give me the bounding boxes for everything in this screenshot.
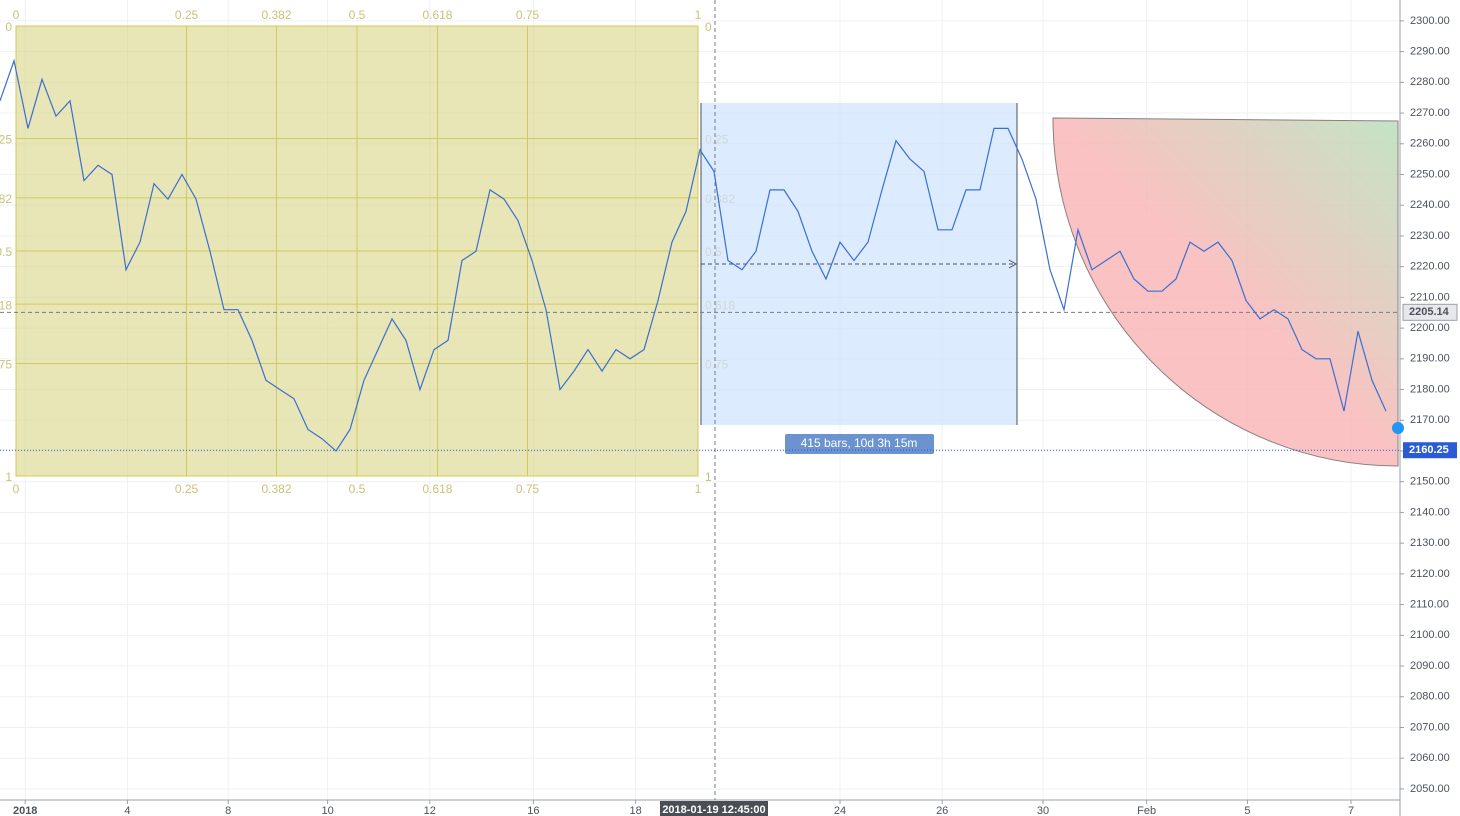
- x-tick-label: 8: [225, 805, 231, 816]
- crosshair-time-label: 2018-01-19 12:45:00: [662, 804, 765, 816]
- y-tick-label: 2210.00: [1410, 291, 1450, 303]
- crosshair-time-bg: [660, 801, 768, 816]
- y-tick-label: 2060.00: [1410, 752, 1450, 764]
- date-range-label: 415 bars, 10d 3h 15m: [801, 436, 918, 450]
- fib-top-label: 0.382: [262, 8, 292, 22]
- y-tick-label: 2050.00: [1410, 783, 1450, 795]
- y-tick-label: 2300.00: [1410, 15, 1450, 27]
- fib-bottom-label: 0.25: [175, 482, 199, 496]
- y-tick-label: 2230.00: [1410, 230, 1450, 242]
- y-tick-label: 2270.00: [1410, 107, 1450, 119]
- fib-top-label: 0.75: [516, 8, 540, 22]
- x-tick-label: 7: [1348, 805, 1354, 816]
- y-tick-label: 2070.00: [1410, 721, 1450, 733]
- y-tick-label: 2180.00: [1410, 383, 1450, 395]
- x-tick-label: 12: [424, 805, 436, 816]
- y-tick-label: 2190.00: [1410, 353, 1450, 365]
- fib-left-label: 0.5: [0, 245, 12, 259]
- x-tick-label: 2018: [13, 805, 37, 816]
- fib-left-label: 0.25: [0, 133, 12, 147]
- x-tick-label: 5: [1244, 805, 1250, 816]
- x-tick-label: 4: [124, 805, 130, 816]
- fib-fan: [1052, 117, 1399, 467]
- x-tick-label: 26: [936, 805, 948, 816]
- fib-bottom-label: 0.75: [516, 482, 540, 496]
- last-price-bg: [1403, 442, 1457, 459]
- x-tick-label: 30: [1037, 805, 1049, 816]
- y-tick-label: 2090.00: [1410, 660, 1450, 672]
- fib-right-label: 0: [705, 20, 712, 34]
- x-tick-label: 16: [527, 805, 539, 816]
- y-tick-label: 2220.00: [1410, 261, 1450, 273]
- date-range-label-bg: [785, 434, 934, 454]
- fib-top-label: 0.25: [175, 8, 199, 22]
- x-tick-label: 18: [629, 805, 641, 816]
- y-tick-label: 2290.00: [1410, 46, 1450, 58]
- fib-top-label: 1: [695, 8, 702, 22]
- y-tick-label: 2120.00: [1410, 568, 1450, 580]
- price-line: [0, 58, 1387, 452]
- last-price-marker: [1392, 422, 1404, 434]
- x-tick-label: Feb: [1137, 805, 1156, 816]
- fib-left-label: 1: [5, 470, 12, 484]
- y-tick-label: 2130.00: [1410, 537, 1450, 549]
- fib-top-label: 0.618: [422, 8, 452, 22]
- fib-left-label: 0.618: [0, 298, 12, 312]
- fib-left-label: 0.382: [0, 192, 12, 206]
- y-tick-label: 2280.00: [1410, 76, 1450, 88]
- y-tick-label: 2110.00: [1410, 599, 1449, 611]
- y-tick-label: 2080.00: [1410, 691, 1450, 703]
- fib-bottom-label: 0.382: [262, 482, 292, 496]
- y-tick-label: 2170.00: [1410, 414, 1450, 426]
- crosshair-price-label: 2205.14: [1409, 306, 1450, 318]
- y-tick-label: 2260.00: [1410, 138, 1450, 150]
- y-tick-label: 2100.00: [1410, 629, 1450, 641]
- y-tick-label: 2240.00: [1410, 199, 1450, 211]
- crosshair-price-bg: [1402, 303, 1458, 321]
- fib-top-label: 0: [13, 8, 20, 22]
- last-price-label: 2160.25: [1409, 444, 1449, 456]
- fib-bottom-label: 0.618: [422, 482, 452, 496]
- fib-left-label: 0: [5, 20, 12, 34]
- y-tick-label: 2250.00: [1410, 168, 1450, 180]
- x-tick-label: 10: [321, 805, 333, 816]
- fib-left-label: 0.75: [0, 358, 12, 372]
- y-tick-label: 2150.00: [1410, 476, 1450, 488]
- y-tick-label: 2140.00: [1410, 506, 1450, 518]
- arrow-head: [1008, 259, 1018, 269]
- fib-bottom-label: 0.5: [349, 482, 366, 496]
- x-tick-label: 24: [834, 805, 846, 816]
- fib-bottom-label: 0: [13, 482, 20, 496]
- fib-top-label: 0.5: [349, 8, 366, 22]
- y-tick-label: 2200.00: [1410, 322, 1450, 334]
- fib-bottom-label: 1: [695, 482, 702, 496]
- fib-right-label: 1: [705, 470, 712, 484]
